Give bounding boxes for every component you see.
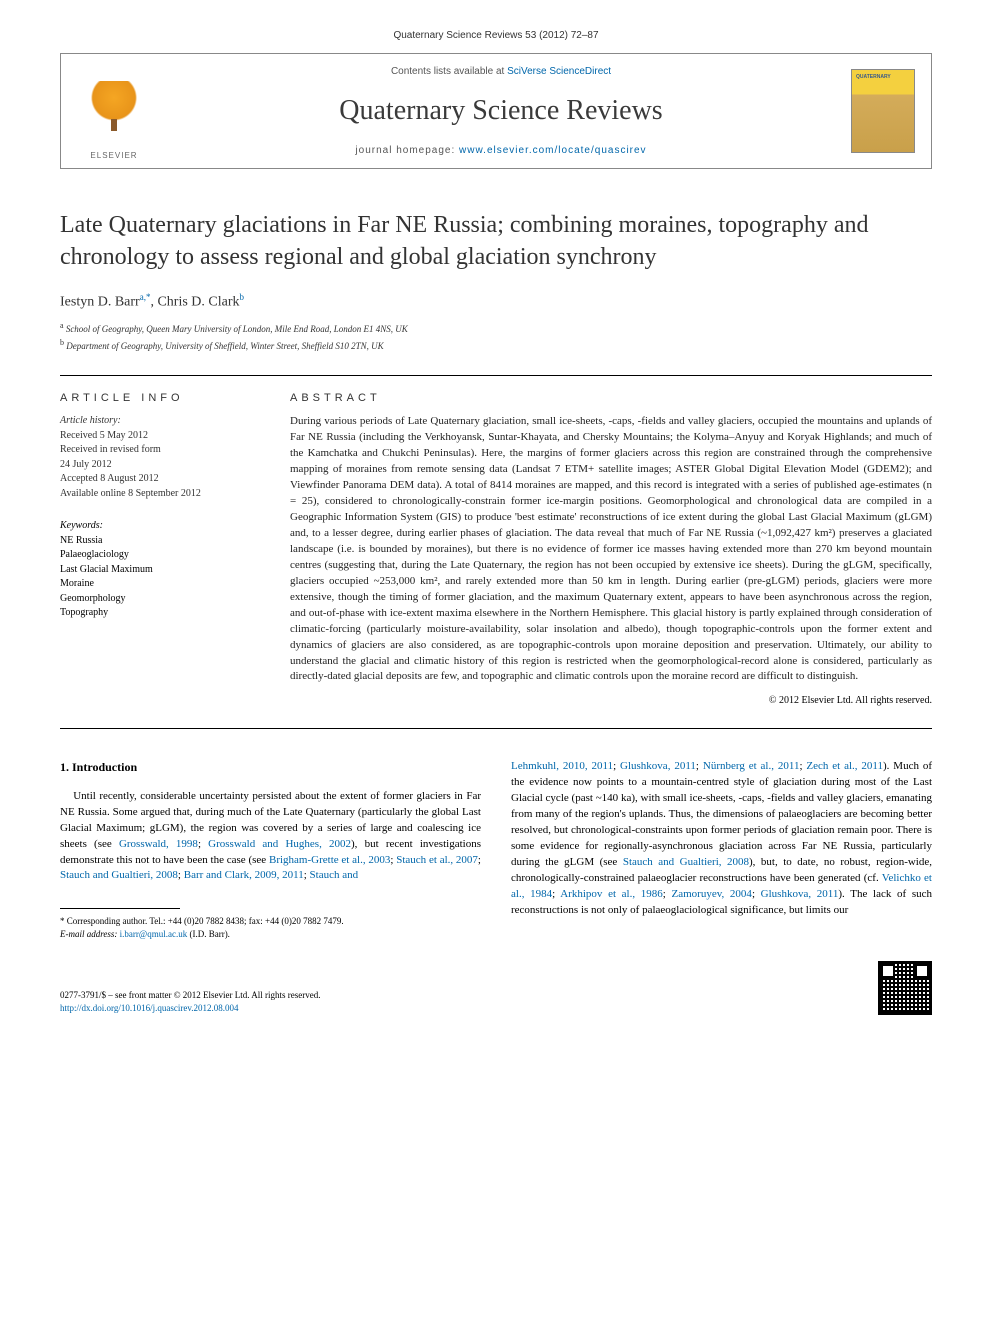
affiliation-a: a School of Geography, Queen Mary Univer… bbox=[60, 320, 932, 337]
abstract-column: ABSTRACT During various periods of Late … bbox=[290, 392, 932, 706]
homepage-prefix: journal homepage: bbox=[355, 145, 459, 156]
running-head: Quaternary Science Reviews 53 (2012) 72–… bbox=[60, 30, 932, 41]
keywords-label: Keywords: bbox=[60, 519, 260, 534]
article-history: Article history: Received 5 May 2012 Rec… bbox=[60, 414, 260, 501]
sep: ; bbox=[198, 838, 208, 850]
section-divider-bottom bbox=[60, 728, 932, 729]
section-1-heading: 1. Introduction bbox=[60, 759, 481, 776]
intro-text: ). Much of the evidence now points to a … bbox=[511, 760, 932, 868]
sciencedirect-link[interactable]: SciVerse ScienceDirect bbox=[507, 66, 611, 77]
intro-paragraph-right: Lehmkuhl, 2010, 2011; Glushkova, 2011; N… bbox=[511, 759, 932, 918]
citation-link[interactable]: Glushkova, 2011 bbox=[620, 760, 696, 772]
footnote-email-line: E-mail address: i.barr@qmul.ac.uk (I.D. … bbox=[60, 928, 481, 941]
corresponding-author-footnote: * Corresponding author. Tel.: +44 (0)20 … bbox=[60, 915, 481, 940]
author-list: Iestyn D. Barra,*, Chris D. Clarkb bbox=[60, 292, 932, 311]
keyword: NE Russia bbox=[60, 534, 260, 549]
citation-link[interactable]: Glushkova, 2011 bbox=[761, 888, 839, 900]
info-abstract-row: ARTICLE INFO Article history: Received 5… bbox=[60, 392, 932, 706]
publisher-name: ELSEVIER bbox=[90, 151, 137, 160]
contents-available-line: Contents lists available at SciVerse Sci… bbox=[177, 66, 825, 77]
affiliations: a School of Geography, Queen Mary Univer… bbox=[60, 320, 932, 353]
publisher-logo-block: ELSEVIER bbox=[61, 54, 167, 168]
aff-text-b: Department of Geography, University of S… bbox=[66, 341, 383, 351]
journal-masthead: ELSEVIER Contents lists available at Sci… bbox=[60, 53, 932, 169]
email-name: (I.D. Barr). bbox=[187, 929, 230, 939]
cover-thumb-block bbox=[835, 54, 931, 168]
doi-link[interactable]: http://dx.doi.org/10.1016/j.quascirev.20… bbox=[60, 1003, 239, 1013]
history-line: Received in revised form bbox=[60, 443, 260, 458]
citation-link[interactable]: Arkhipov et al., 1986 bbox=[560, 888, 663, 900]
citation-link[interactable]: Grosswald, 1998 bbox=[119, 838, 198, 850]
citation-link[interactable]: Stauch and bbox=[310, 869, 359, 881]
citation-link[interactable]: Grosswald and Hughes, 2002 bbox=[208, 838, 351, 850]
body-columns: 1. Introduction Until recently, consider… bbox=[60, 759, 932, 940]
qr-code-icon bbox=[878, 961, 932, 1015]
citation-link[interactable]: Barr and Clark, 2009, 2011 bbox=[184, 869, 304, 881]
contents-prefix: Contents lists available at bbox=[391, 66, 507, 77]
email-link[interactable]: i.barr@qmul.ac.uk bbox=[120, 929, 188, 939]
abstract-copyright: © 2012 Elsevier Ltd. All rights reserved… bbox=[290, 695, 932, 706]
citation-link[interactable]: Stauch and Gualtieri, 2008 bbox=[623, 856, 749, 868]
keywords-block: Keywords: NE Russia Palaeoglaciology Las… bbox=[60, 519, 260, 621]
journal-homepage-line: journal homepage: www.elsevier.com/locat… bbox=[177, 145, 825, 156]
history-line: Accepted 8 August 2012 bbox=[60, 472, 260, 487]
aff-text-a: School of Geography, Queen Mary Universi… bbox=[66, 324, 408, 334]
page-footer: 0277-3791/$ – see front matter © 2012 El… bbox=[60, 961, 932, 1015]
citation-link[interactable]: Lehmkuhl, 2010, 2011 bbox=[511, 760, 613, 772]
intro-paragraph-left: Until recently, considerable uncertainty… bbox=[60, 789, 481, 885]
sep: ; bbox=[696, 760, 703, 772]
keyword: Palaeoglaciology bbox=[60, 548, 260, 563]
section-divider-top bbox=[60, 375, 932, 376]
journal-cover-thumbnail bbox=[851, 69, 915, 153]
aff-sup-b: b bbox=[60, 338, 64, 347]
sep: ; bbox=[478, 854, 481, 866]
aff-sup-a: a bbox=[60, 321, 64, 330]
journal-title: Quaternary Science Reviews bbox=[177, 95, 825, 127]
footer-issn-doi: 0277-3791/$ – see front matter © 2012 El… bbox=[60, 989, 321, 1014]
abstract-heading: ABSTRACT bbox=[290, 392, 932, 404]
history-line: Available online 8 September 2012 bbox=[60, 487, 260, 502]
author-aff-2: b bbox=[240, 292, 245, 302]
journal-homepage-link[interactable]: www.elsevier.com/locate/quascirev bbox=[459, 145, 647, 156]
citation-link[interactable]: Stauch and Gualtieri, 2008 bbox=[60, 869, 178, 881]
affiliation-b: b Department of Geography, University of… bbox=[60, 337, 932, 354]
sep: ; bbox=[752, 888, 761, 900]
sep: ; bbox=[663, 888, 672, 900]
citation-link[interactable]: Stauch et al., 2007 bbox=[396, 854, 478, 866]
history-line: 24 July 2012 bbox=[60, 458, 260, 473]
issn-line: 0277-3791/$ – see front matter © 2012 El… bbox=[60, 989, 321, 1002]
history-line: Received 5 May 2012 bbox=[60, 429, 260, 444]
body-col-left: 1. Introduction Until recently, consider… bbox=[60, 759, 481, 940]
body-col-right: Lehmkuhl, 2010, 2011; Glushkova, 2011; N… bbox=[511, 759, 932, 940]
keyword: Geomorphology bbox=[60, 592, 260, 607]
article-info-heading: ARTICLE INFO bbox=[60, 392, 260, 404]
keyword: Last Glacial Maximum bbox=[60, 563, 260, 578]
article-title: Late Quaternary glaciations in Far NE Ru… bbox=[60, 209, 932, 274]
citation-link[interactable]: Brigham-Grette et al., 2003 bbox=[269, 854, 390, 866]
footnote-separator bbox=[60, 908, 180, 909]
keyword: Moraine bbox=[60, 577, 260, 592]
author-name-2: , Chris D. Clark bbox=[150, 294, 239, 309]
citation-link[interactable]: Zamoruyev, 2004 bbox=[672, 888, 752, 900]
history-label: Article history: bbox=[60, 414, 260, 429]
author-name-1: Iestyn D. Barr bbox=[60, 294, 140, 309]
article-info-column: ARTICLE INFO Article history: Received 5… bbox=[60, 392, 260, 706]
masthead-center: Contents lists available at SciVerse Sci… bbox=[167, 54, 835, 168]
elsevier-tree-icon bbox=[84, 81, 144, 141]
abstract-text: During various periods of Late Quaternar… bbox=[290, 414, 932, 685]
sep: ; bbox=[613, 760, 620, 772]
email-label: E-mail address: bbox=[60, 929, 120, 939]
footnote-tel-fax: * Corresponding author. Tel.: +44 (0)20 … bbox=[60, 915, 481, 928]
citation-link[interactable]: Nürnberg et al., 2011 bbox=[703, 760, 800, 772]
keyword: Topography bbox=[60, 606, 260, 621]
citation-link[interactable]: Zech et al., 2011 bbox=[806, 760, 883, 772]
